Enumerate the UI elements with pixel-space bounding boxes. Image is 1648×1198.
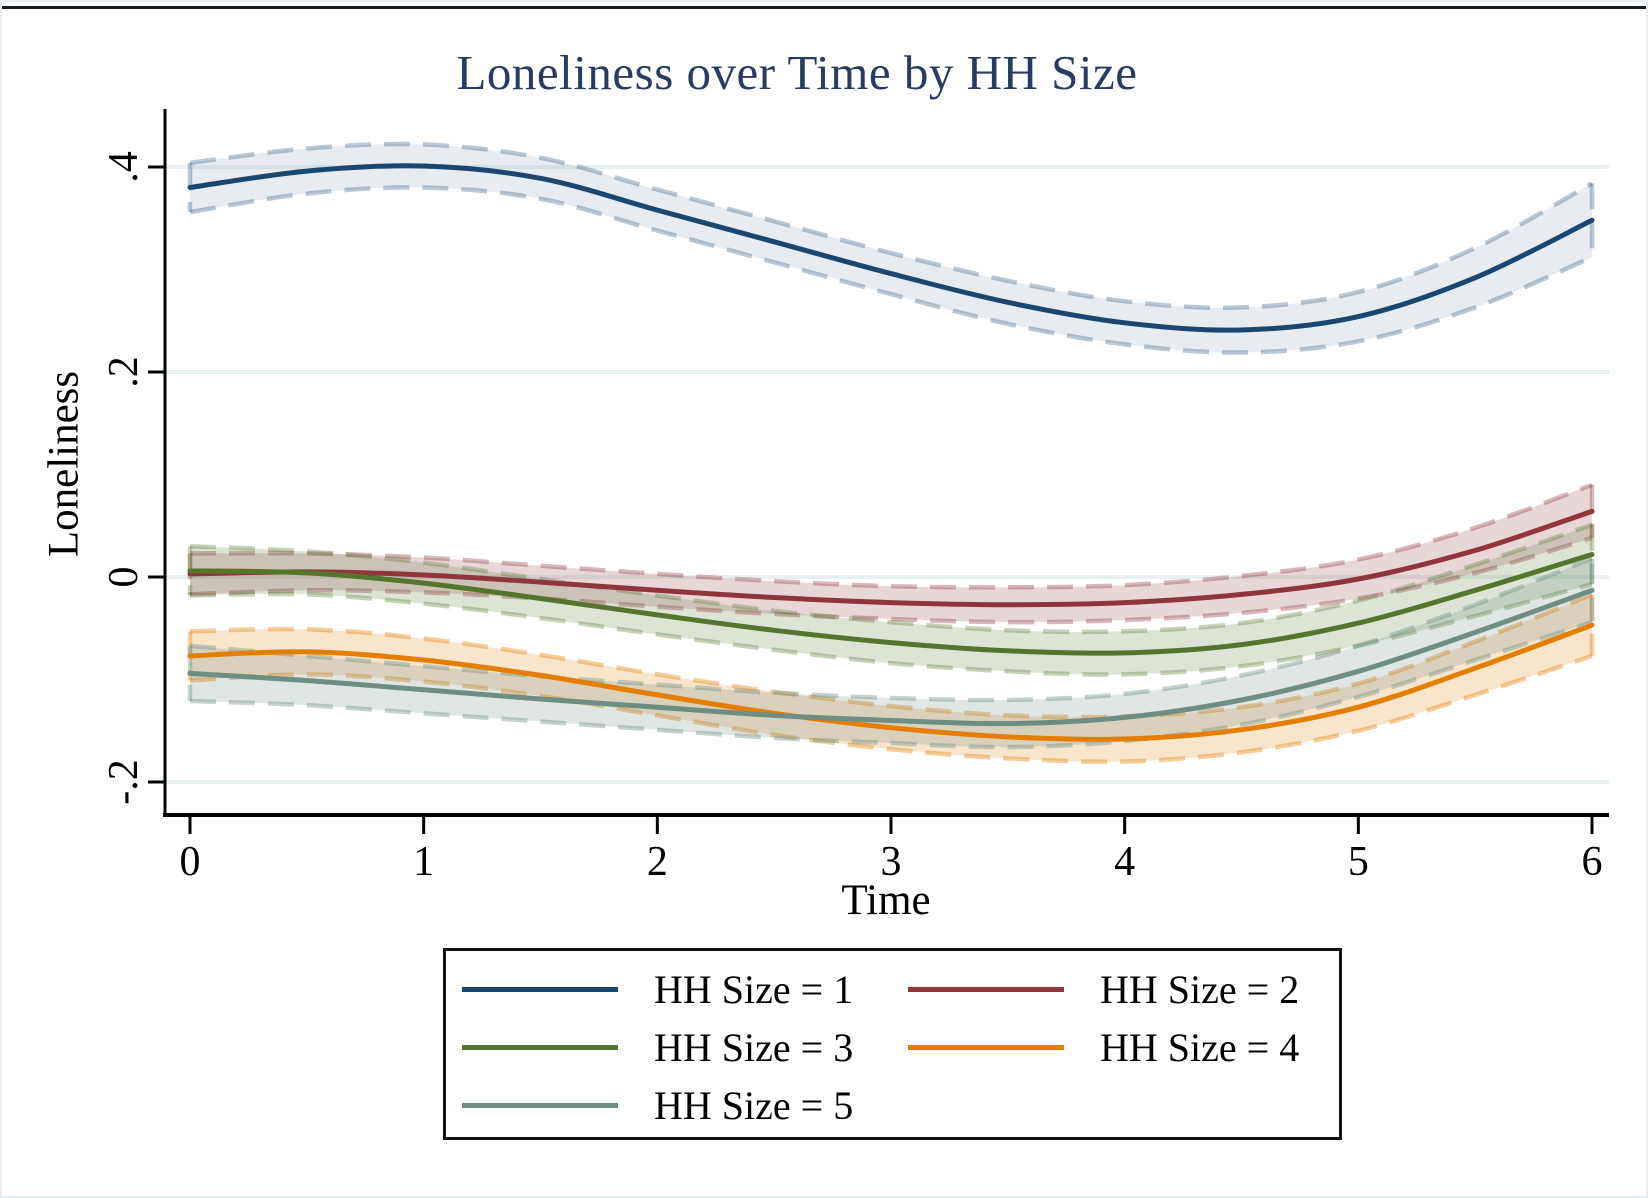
- legend-label: HH Size = 5: [654, 1082, 854, 1128]
- legend-swatch: [462, 1044, 618, 1050]
- legend-item: HH Size = 3: [462, 1023, 853, 1071]
- legend-label: HH Size = 1: [654, 966, 854, 1012]
- chart-title: Loneliness over Time by HH Size: [456, 45, 1138, 100]
- ci-band-upper-edge-4: [189, 592, 1593, 720]
- x-tick-label: 1: [413, 839, 435, 885]
- y-axis-title: Loneliness: [40, 370, 88, 558]
- legend-swatch: [908, 1044, 1064, 1050]
- top-border-rule: [2, 6, 1646, 9]
- x-tick-label: 5: [1347, 839, 1369, 885]
- y-tick-label: .4: [101, 151, 147, 183]
- ci-band-upper-edge-1: [189, 141, 1594, 311]
- series-line-4: [187, 622, 1595, 742]
- series-line-2: [187, 508, 1595, 608]
- ci-band-lower-edge-1: [189, 185, 1593, 355]
- legend-swatch: [908, 986, 1064, 992]
- x-tick-label: 6: [1581, 839, 1603, 885]
- x-axis-title: Time: [841, 877, 931, 924]
- x-tick-label: 3: [880, 839, 902, 885]
- ci-band-2: [190, 484, 1592, 623]
- series-line-5: [187, 587, 1595, 727]
- y-tick-label: .2: [101, 356, 147, 388]
- ci-band-1: [190, 143, 1592, 353]
- ci-band-lower-edge-2: [189, 535, 1593, 625]
- legend-swatch: [462, 986, 618, 992]
- series-line-1: [187, 163, 1595, 333]
- legend-swatch: [462, 1102, 618, 1108]
- y-tick-label: 0: [101, 566, 147, 588]
- legend: HH Size = 1 HH Size = 2 HH Size = 3 HH Size…: [443, 948, 1342, 1140]
- ci-band-4: [190, 594, 1592, 762]
- x-tick-label: 4: [1114, 839, 1136, 885]
- legend-item: HH Size = 5: [462, 1081, 853, 1129]
- legend-item: HH Size = 4: [908, 1023, 1299, 1071]
- y-tick-label: -.2: [101, 759, 147, 805]
- legend-item: HH Size = 1: [462, 965, 853, 1013]
- legend-label: HH Size = 2: [1100, 966, 1300, 1012]
- ci-band-lower-edge-3: [189, 582, 1593, 677]
- series-line-3: [187, 552, 1595, 656]
- legend-label: HH Size = 3: [654, 1024, 854, 1070]
- ci-band-upper-edge-5: [189, 556, 1593, 703]
- ci-band-lower-edge-4: [189, 653, 1593, 765]
- x-tick-label: 0: [179, 839, 201, 885]
- legend-item: HH Size = 2: [908, 965, 1299, 1013]
- x-tick-label: 2: [646, 839, 668, 885]
- ci-band-3: [190, 524, 1592, 675]
- ci-band-upper-edge-3: [189, 522, 1593, 635]
- legend-label: HH Size = 4: [1100, 1024, 1300, 1070]
- ci-band-upper-edge-2: [189, 482, 1593, 590]
- ci-band-lower-edge-5: [189, 619, 1593, 750]
